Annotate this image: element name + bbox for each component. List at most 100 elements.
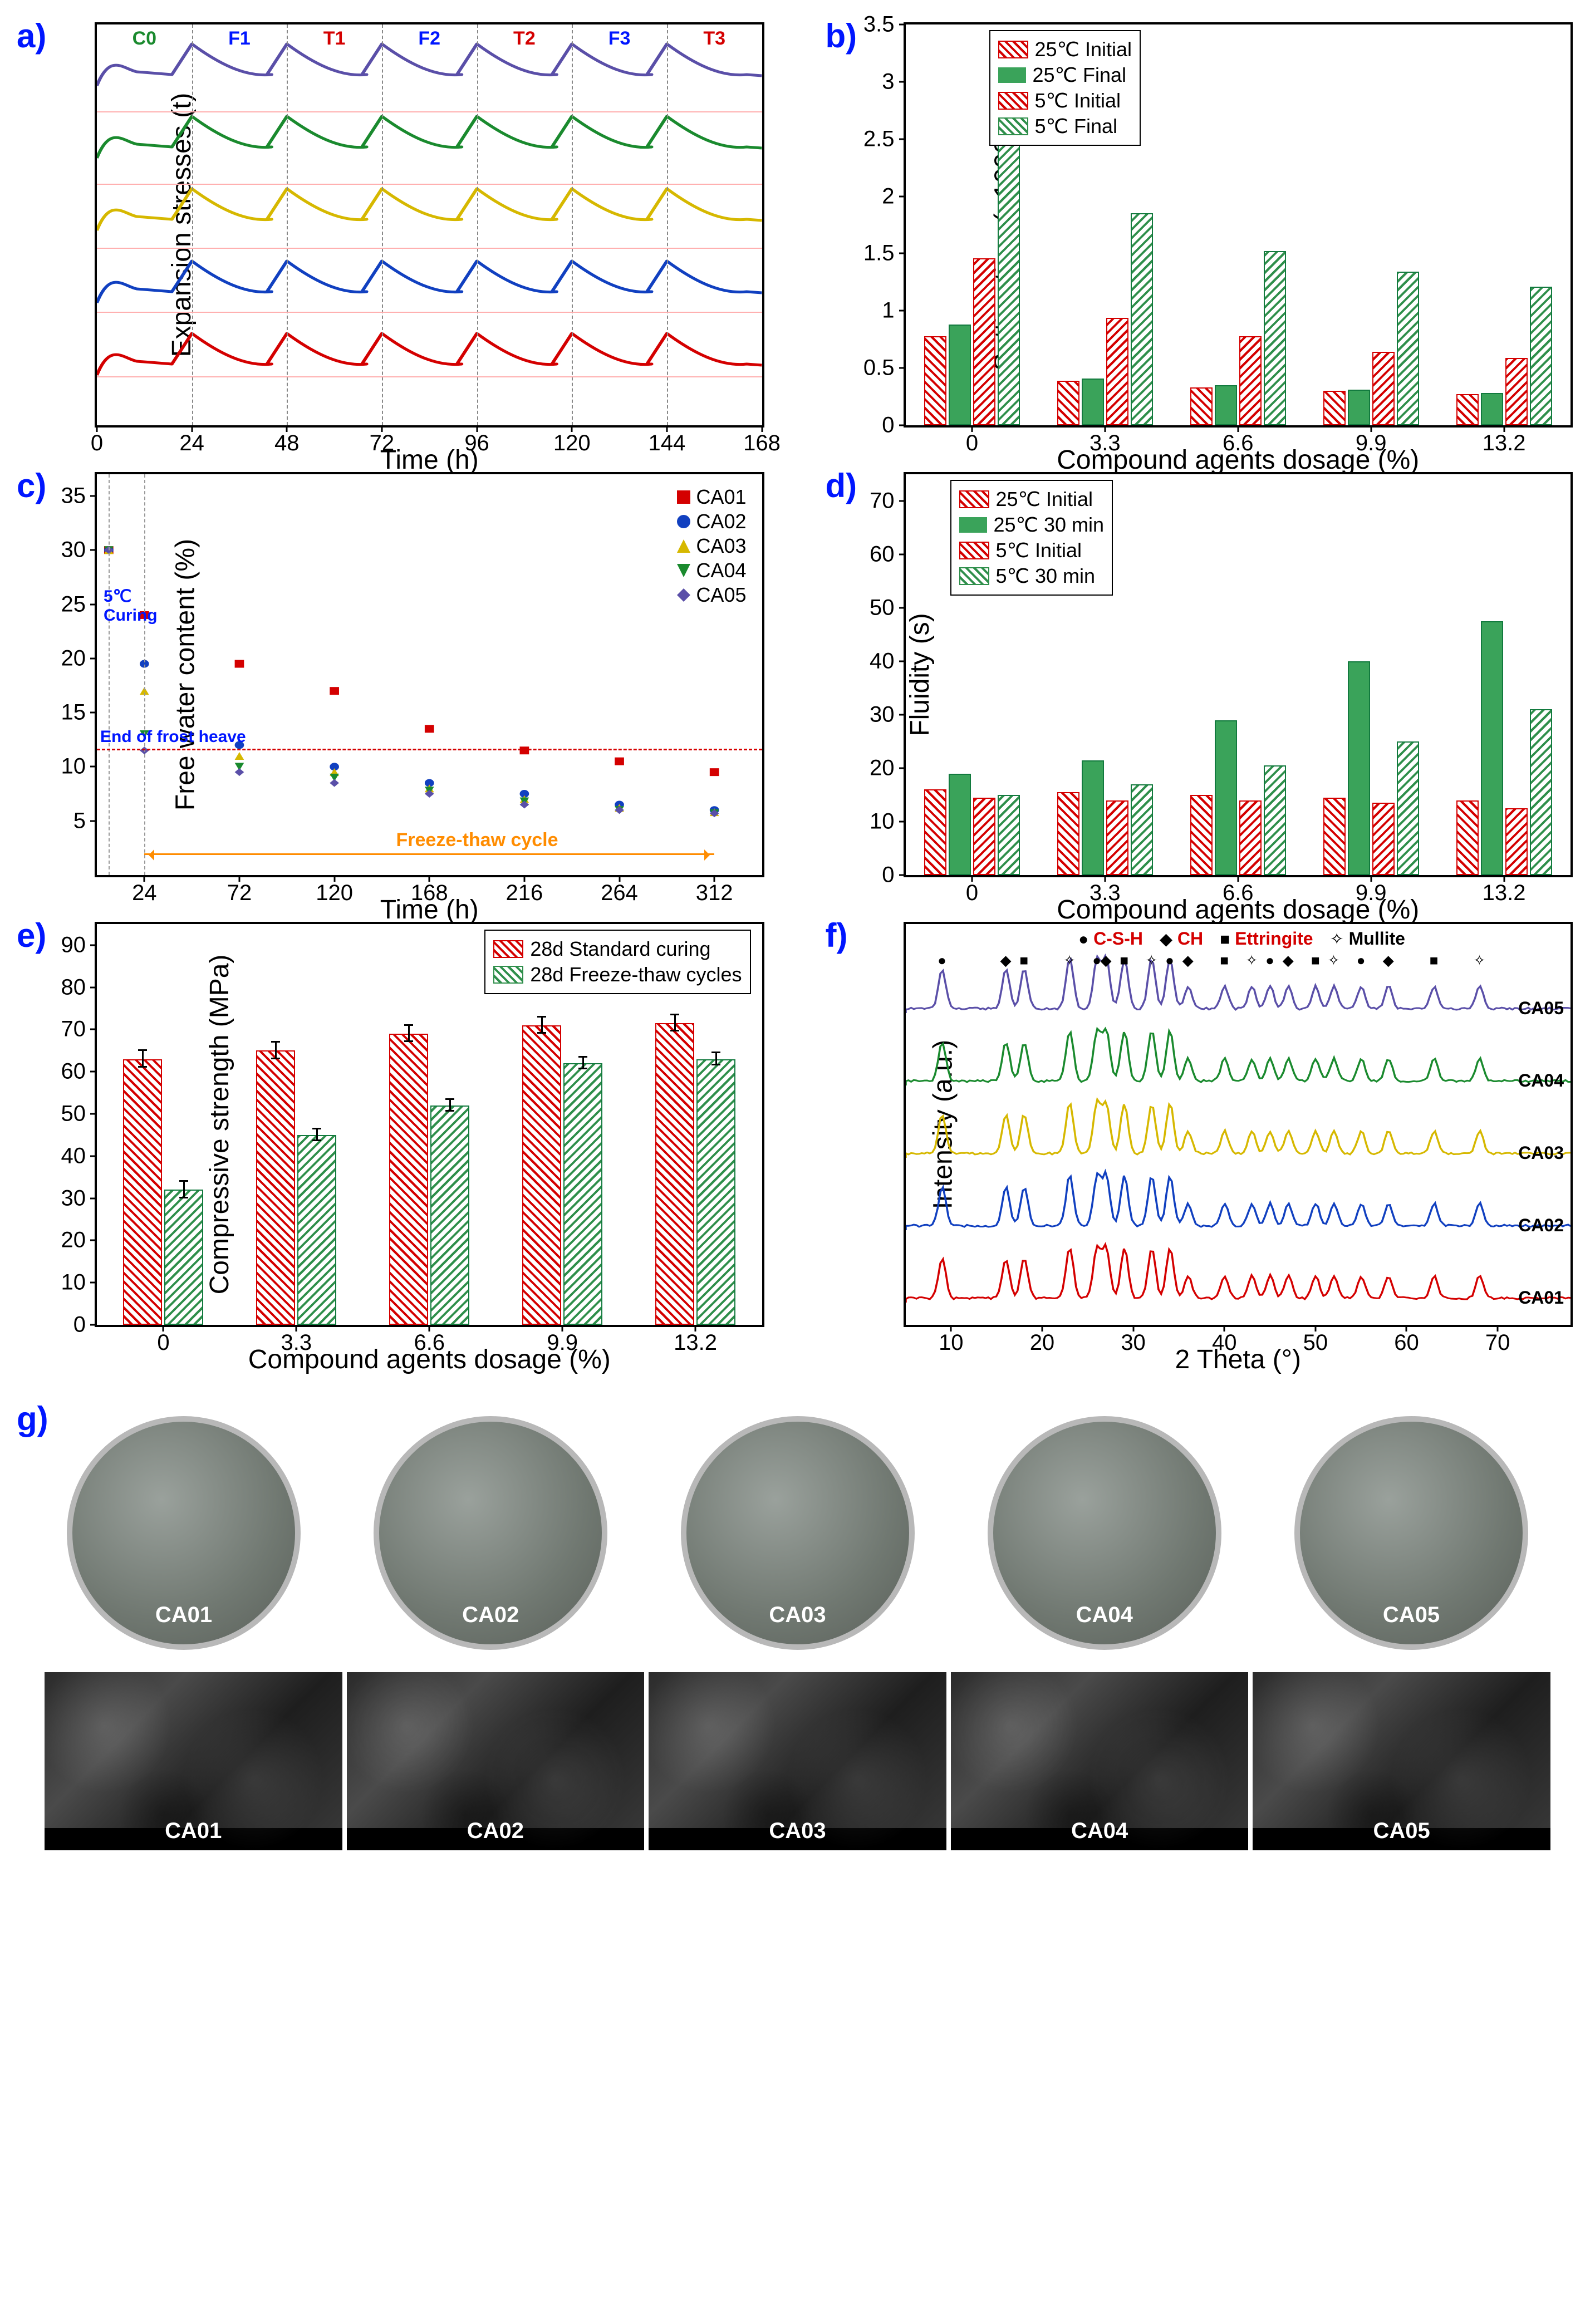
ytick: 30 xyxy=(61,1186,86,1211)
phase-marker: ■ xyxy=(1430,952,1439,969)
xrd-curve-label: CA01 xyxy=(1518,1288,1564,1308)
xtick: 6.6 xyxy=(1223,431,1254,456)
bar xyxy=(1481,393,1503,425)
xtick: 3.3 xyxy=(1089,431,1121,456)
bar xyxy=(924,336,946,425)
phase-marker: ◆ xyxy=(1000,952,1011,969)
phase-marker: ◆ xyxy=(1383,952,1394,969)
xtick: 50 xyxy=(1303,1330,1328,1355)
ytick: 90 xyxy=(61,932,86,957)
panel-c: c) Free water content (%) Time (h) 24721… xyxy=(22,472,764,877)
xtick: 13.2 xyxy=(1483,431,1526,456)
xtick: 3.3 xyxy=(1089,881,1121,906)
d-legend: 25℃ Initial25℃ 30 min5℃ Initial5℃ 30 min xyxy=(950,480,1113,596)
bar xyxy=(1215,720,1237,875)
bar xyxy=(973,798,995,875)
bar xyxy=(1106,318,1128,425)
cycle-marker: F3 xyxy=(608,28,631,50)
panel-b-label: b) xyxy=(826,17,857,55)
legend-label: CA05 xyxy=(696,583,746,607)
bar xyxy=(1190,387,1213,425)
xtick: 72 xyxy=(370,431,395,456)
sample-disc: CA04 xyxy=(988,1416,1221,1650)
legend-label: 28d Freeze-thaw cycles xyxy=(530,963,742,986)
xtick: 9.9 xyxy=(1356,881,1387,906)
bar xyxy=(998,110,1020,425)
bar xyxy=(1057,792,1079,875)
xtick: 6.6 xyxy=(1223,881,1254,906)
ytick: 60 xyxy=(870,542,895,567)
sem-label: CA03 xyxy=(769,1819,826,1844)
legend-label: 28d Standard curing xyxy=(530,937,710,961)
bar xyxy=(522,1025,561,1325)
legend-label: CA02 xyxy=(696,510,746,533)
xtick: 72 xyxy=(227,881,252,906)
bar xyxy=(1456,800,1479,875)
cycle-marker: F2 xyxy=(418,28,440,50)
ytick: 3 xyxy=(882,69,894,94)
panel-f-label: f) xyxy=(826,916,848,955)
sample-disc: CA02 xyxy=(374,1416,607,1650)
xtick: 13.2 xyxy=(1483,881,1526,906)
bar xyxy=(1348,661,1370,875)
panel-f: f) Intensity (a.u.) 2 Theta (°) 10203040… xyxy=(831,922,1573,1327)
bar xyxy=(123,1059,162,1325)
panel-d: d) Fluidity (s) Compound agents dosage (… xyxy=(831,472,1573,877)
legend-label: 25℃ 30 min xyxy=(994,513,1105,537)
phase-legend: ● C-S-H◆ CH■ Ettringite✧ Mullite xyxy=(1078,928,1405,949)
bar xyxy=(696,1059,735,1325)
ytick: 0.5 xyxy=(863,356,895,381)
panel-g-label: g) xyxy=(17,1399,48,1438)
bar xyxy=(1239,800,1262,875)
sem-label: CA05 xyxy=(1373,1819,1430,1844)
phase-marker: ● xyxy=(938,952,946,969)
sem-label: CA02 xyxy=(467,1819,524,1844)
legend-label: CA01 xyxy=(696,485,746,509)
phase-marker: ■ xyxy=(1120,952,1128,969)
ytick: 20 xyxy=(870,756,895,781)
bar xyxy=(1530,287,1552,425)
cycle-marker: T3 xyxy=(703,28,725,50)
bar xyxy=(389,1034,428,1325)
ytick: 15 xyxy=(61,700,86,725)
xtick: 70 xyxy=(1485,1330,1510,1355)
bar xyxy=(949,325,971,425)
ytick: 10 xyxy=(870,809,895,834)
phase-marker: ◆ xyxy=(1182,952,1194,969)
ytick: 20 xyxy=(61,646,86,671)
xtick: 10 xyxy=(939,1330,964,1355)
ytick: 35 xyxy=(61,483,86,508)
xtick: 312 xyxy=(696,881,733,906)
bar xyxy=(1264,765,1286,875)
xtick: 216 xyxy=(506,881,543,906)
ytick: 50 xyxy=(61,1102,86,1127)
xrd-curve-label: CA04 xyxy=(1518,1070,1564,1091)
xtick: 144 xyxy=(648,431,685,456)
bar xyxy=(297,1135,336,1325)
xtick: 40 xyxy=(1212,1330,1237,1355)
bar xyxy=(655,1023,694,1325)
panel-d-frame: Fluidity (s) Compound agents dosage (%) … xyxy=(904,472,1573,877)
bar xyxy=(973,258,995,425)
ytick: 80 xyxy=(61,975,86,1000)
ytick: 2.5 xyxy=(863,126,895,151)
bar xyxy=(949,774,971,875)
legend-label: 25℃ Initial xyxy=(1035,38,1132,61)
bar xyxy=(1264,251,1286,425)
sample-disc-row: CA01CA02CA03CA04CA05 xyxy=(67,1416,1528,1650)
panel-c-label: c) xyxy=(17,466,46,505)
ytick: 0 xyxy=(882,413,894,438)
ytick: 10 xyxy=(61,754,86,779)
ytick: 5 xyxy=(73,808,86,833)
cycle-marker: T2 xyxy=(513,28,536,50)
panel-a: a) Expansion stresses (t) Time (h) 02448… xyxy=(22,22,764,428)
panel-a-frame: Expansion stresses (t) Time (h) 02448729… xyxy=(95,22,764,428)
sample-sem-row: CA01CA02CA03CA04CA05 xyxy=(45,1672,1550,1850)
xtick: 20 xyxy=(1030,1330,1055,1355)
panel-b: b) Setting time (×1000 min) Compound age… xyxy=(831,22,1573,428)
bar xyxy=(998,795,1020,875)
sample-sem: CA03 xyxy=(649,1672,946,1850)
phase-marker: ✧ xyxy=(1063,952,1076,969)
panel-e-frame: Compressive strength (MPa) Compound agen… xyxy=(95,922,764,1327)
bar xyxy=(1372,352,1395,425)
